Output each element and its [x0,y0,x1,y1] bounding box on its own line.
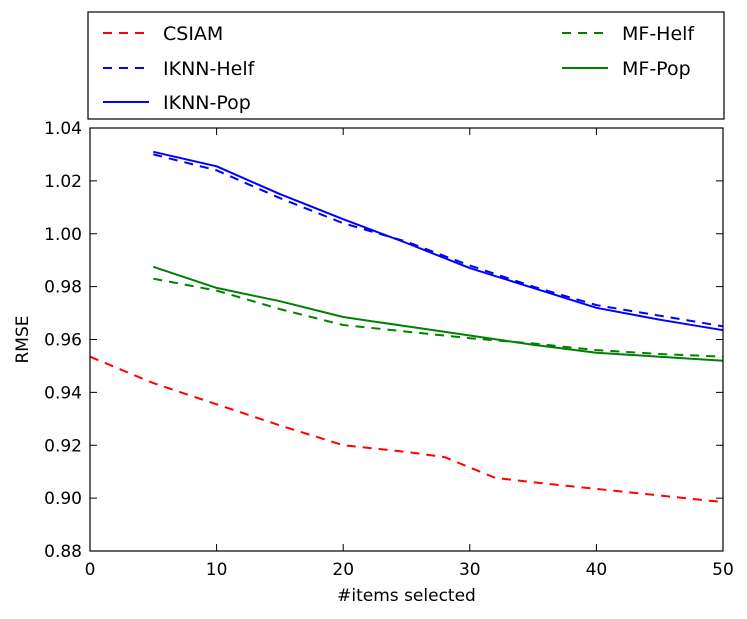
legend-label-iknn-pop: IKNN-Pop [163,92,251,114]
x-axis-label: #items selected [337,586,476,606]
series-line-iknn-pop [153,150,724,332]
x-axis: 0 10 20 30 40 50 [85,128,734,580]
series-line-mf-pop [152,265,724,362]
y-tick-label: 1.04 [44,119,82,139]
x-tick-label: 30 [459,560,481,580]
legend-label-mf-helf: MF-Helf [622,23,695,45]
legend-label-csiam: CSIAM [163,23,223,45]
legend-label-mf-pop: MF-Pop [622,58,691,80]
x-tick-label: 20 [332,560,354,580]
x-tick-label: 50 [712,560,734,580]
x-tick-label: 10 [206,560,228,580]
plot-area-frame [89,127,724,552]
y-axis-label: RMSE [13,315,33,363]
y-tick-label: 1.00 [44,225,82,245]
y-tick-label: 0.94 [44,383,82,403]
y-tick-label: 0.98 [44,278,82,298]
x-tick-label: 40 [586,560,608,580]
y-tick-label: 0.96 [44,331,82,351]
legend: CSIAM IKNN-Helf IKNN-Pop MF-Helf MF-Pop [87,11,725,120]
series-line-iknn-helf [153,153,724,328]
y-tick-label: 0.88 [44,542,82,562]
legend-box [87,11,725,120]
y-tick-label: 0.90 [44,489,82,509]
series-line-csiam [89,355,724,504]
y-tick-label: 0.92 [44,436,82,456]
y-axis: 0.88 0.90 0.92 0.94 0.96 0.98 1.00 1.02 1.04 [44,119,723,562]
x-tick-label: 0 [85,560,96,580]
y-tick-label: 1.02 [44,172,82,192]
legend-label-iknn-helf: IKNN-Helf [163,58,256,80]
series-line-mf-helf [153,277,724,358]
series-layer [89,150,724,504]
